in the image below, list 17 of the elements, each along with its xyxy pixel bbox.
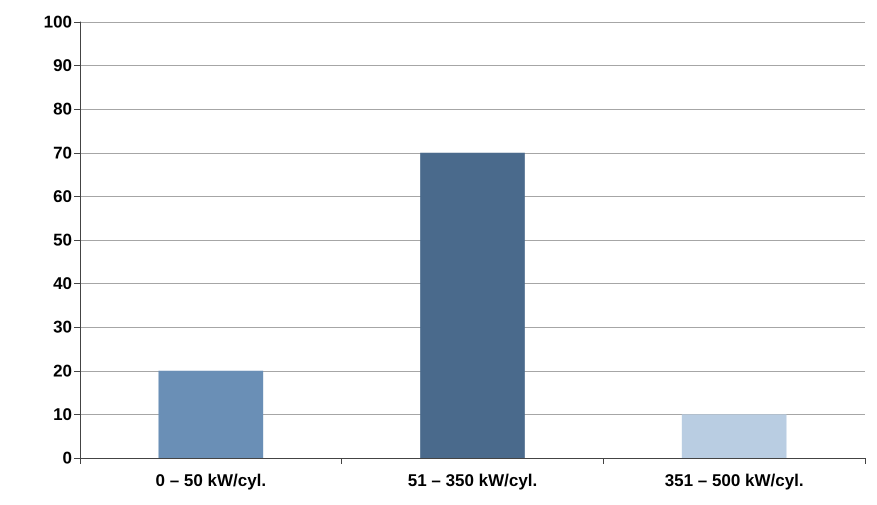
y-tick-label: 20 xyxy=(53,361,72,380)
x-tick-label: 51 – 350 kW/cyl. xyxy=(408,471,538,490)
y-tick-label: 30 xyxy=(53,318,72,337)
y-tick-label: 100 xyxy=(44,12,72,32)
x-tick-label: 0 – 50 kW/cyl. xyxy=(156,471,266,490)
bar xyxy=(682,414,786,458)
bar xyxy=(158,370,264,458)
y-tick-label: 90 xyxy=(53,56,72,76)
y-tick-label: 70 xyxy=(53,143,72,162)
y-tick-label: 60 xyxy=(53,186,72,206)
x-tick-label: 351 – 500 kW/cyl. xyxy=(664,471,804,490)
y-tick-label: 10 xyxy=(53,404,72,424)
bar xyxy=(420,152,525,458)
y-tick-label: 80 xyxy=(53,100,72,119)
y-tick-label: 40 xyxy=(53,274,72,294)
y-tick-label: 50 xyxy=(53,230,72,250)
y-tick-label: 0 xyxy=(62,448,72,468)
